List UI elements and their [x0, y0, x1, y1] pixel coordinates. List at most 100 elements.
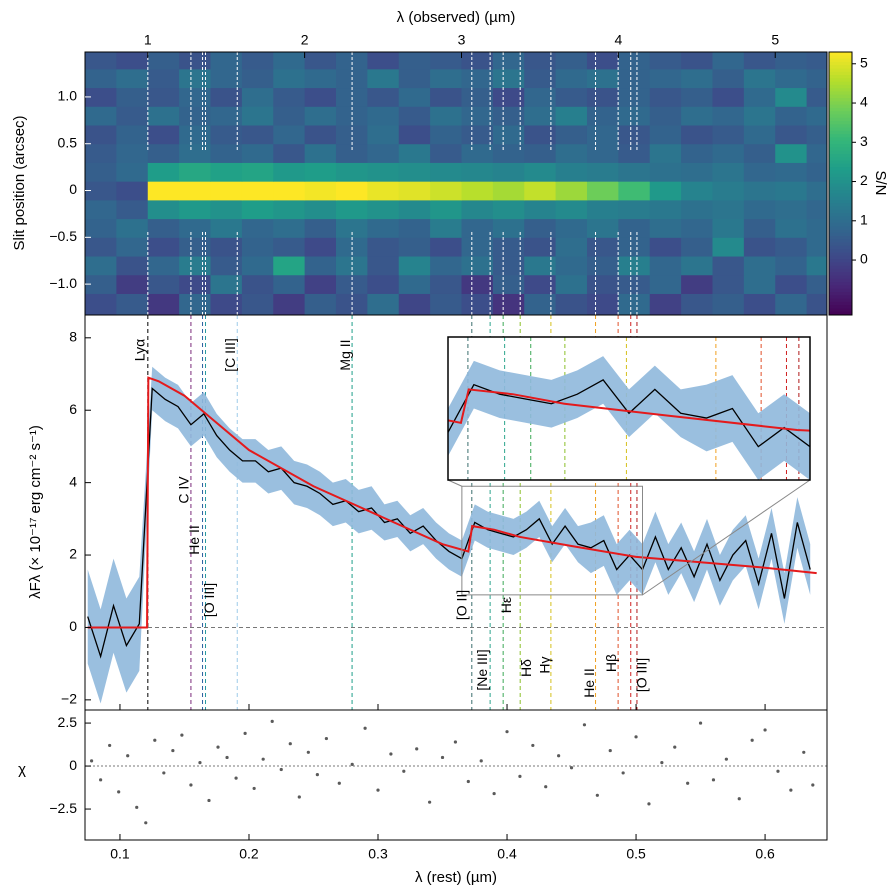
heatmap-cell — [116, 106, 149, 126]
heatmap-cell — [524, 87, 557, 107]
line-label: Lyα — [132, 339, 148, 361]
y-tick-label: −2 — [61, 691, 77, 707]
y-tick-label: 4 — [69, 473, 77, 489]
heatmap-cell — [775, 237, 808, 257]
heatmap-cell — [649, 199, 682, 220]
colorbar-step — [829, 170, 852, 175]
heatmap-cell — [492, 293, 525, 315]
heatmap-cell — [116, 52, 149, 70]
heatmap-cell — [524, 52, 557, 70]
heatmap-cell — [524, 181, 557, 201]
heatmap-cell — [586, 274, 619, 294]
heatmap-cell — [649, 106, 682, 126]
heatmap-cell — [524, 274, 557, 294]
heatmap-cell — [681, 87, 713, 107]
heatmap-cell — [775, 218, 808, 238]
heatmap-cell — [430, 87, 462, 107]
y-axis-title-chi: χ — [18, 761, 26, 778]
heatmap-cell — [116, 87, 149, 107]
heatmap-cell — [179, 274, 211, 294]
heatmap-cell — [806, 52, 827, 70]
x-tick-label-top: 5 — [771, 32, 779, 48]
heatmap-cell — [179, 125, 211, 145]
heatmap-cell — [524, 293, 557, 315]
colorbar-step — [829, 265, 852, 270]
residual-point — [763, 728, 767, 732]
heatmap-cell — [179, 256, 211, 276]
heatmap-cell — [649, 293, 682, 315]
heatmap-cell — [241, 293, 274, 315]
x-tick-label-top: 3 — [458, 32, 466, 48]
colorbar-step — [829, 88, 852, 92]
heatmap-cell — [210, 143, 243, 163]
heatmap-cell — [430, 293, 462, 315]
heatmap-cell — [210, 256, 243, 276]
x-tick-label: 0.6 — [755, 846, 775, 862]
heatmap-cell — [367, 106, 400, 126]
colorbar-step — [829, 308, 852, 313]
heatmap-cell — [210, 274, 243, 294]
heatmap-cell — [649, 181, 682, 201]
heatmap-cell — [398, 218, 431, 238]
colorbar-step — [829, 311, 852, 316]
heatmap-cell — [555, 52, 588, 70]
heatmap-cell — [430, 237, 462, 257]
heatmap-cell — [681, 181, 713, 201]
residual-point — [686, 781, 690, 785]
colorbar-step — [829, 298, 852, 303]
heatmap-cell — [524, 68, 557, 89]
residual-point — [402, 769, 406, 773]
colorbar-step — [829, 282, 852, 286]
heatmap-cell — [147, 256, 180, 276]
heatmap-cell — [147, 293, 180, 315]
heatmap-cell — [430, 143, 462, 163]
residual-point — [350, 762, 354, 766]
heatmap-cell — [273, 218, 306, 238]
y-axis-title-flux: λFλ (× 10⁻¹⁷ erg cm⁻² s⁻¹) — [27, 425, 44, 599]
heatmap-cell — [367, 143, 400, 163]
heatmap-cell — [85, 293, 117, 315]
y-tick-label: 8 — [69, 329, 77, 345]
colorbar-step — [829, 249, 852, 254]
x-tick-label: 0.2 — [239, 846, 259, 862]
colorbar-step — [829, 206, 852, 211]
colorbar-step — [829, 140, 852, 145]
heatmap-cell — [586, 237, 619, 257]
colorbar-step — [829, 291, 852, 296]
heatmap-cell — [367, 274, 400, 294]
y-tick-label: 2 — [69, 546, 77, 562]
heatmap-cell — [681, 125, 713, 145]
colorbar-step — [829, 160, 852, 165]
heatmap-cell — [586, 106, 619, 126]
colorbar-step — [829, 193, 852, 198]
heatmap-cell — [649, 125, 682, 145]
line-label: Hδ — [518, 659, 534, 677]
residual-point — [234, 776, 238, 780]
heatmap-cell — [681, 274, 713, 294]
heatmap-cell — [147, 181, 180, 201]
heatmap-cell — [147, 68, 180, 89]
heatmap-cell — [398, 256, 431, 276]
heatmap-cell — [210, 106, 243, 126]
heatmap-cell — [147, 125, 180, 145]
heatmap-cell — [492, 237, 525, 257]
heatmap-cell — [649, 162, 682, 182]
colorbar-step — [829, 173, 852, 178]
colorbar-step — [829, 84, 852, 89]
heatmap-cell — [304, 256, 337, 276]
heatmap-cell — [367, 181, 400, 201]
heatmap-cell — [116, 274, 149, 294]
heatmap-cell — [586, 87, 619, 107]
heatmap-cell — [85, 181, 117, 201]
heatmap-cell — [398, 199, 431, 220]
heatmap-cell — [712, 143, 745, 163]
colorbar-step — [829, 104, 852, 109]
heatmap-cell — [304, 274, 337, 294]
heatmap-cell — [367, 218, 400, 238]
heatmap-cell — [712, 237, 745, 257]
y-tick-label: 0 — [69, 757, 77, 773]
heatmap-cell — [649, 256, 682, 276]
colorbar-step — [829, 147, 852, 152]
colorbar-step — [829, 213, 852, 217]
x-axis-title-bottom: λ (rest) (µm) — [415, 869, 497, 886]
